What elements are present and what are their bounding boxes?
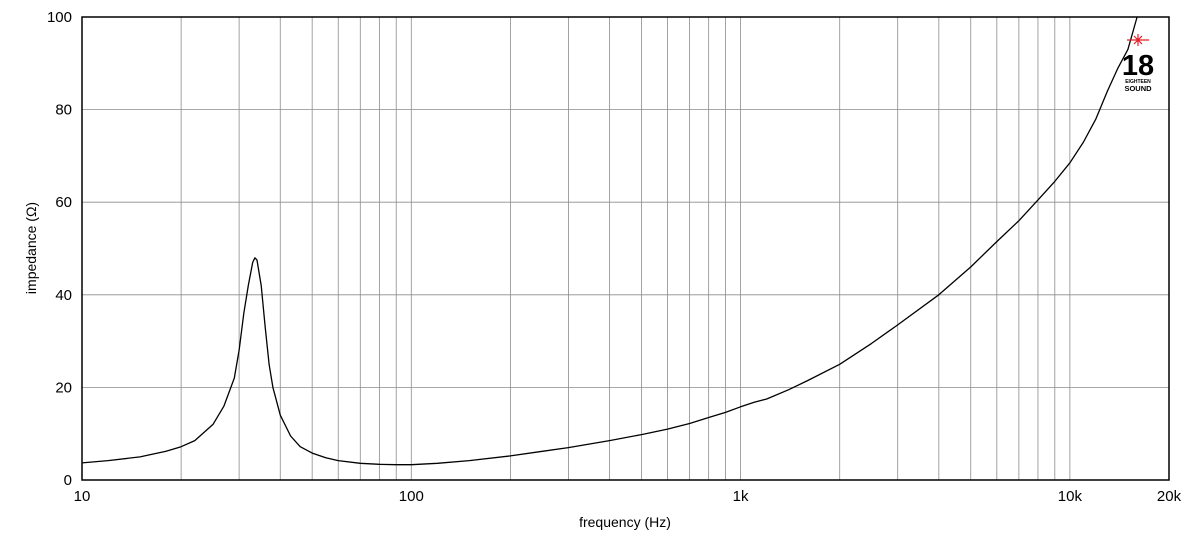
eighteen-sound-logo: 18 EIGHTEEN SOUND	[1122, 34, 1154, 93]
star-icon	[1127, 34, 1149, 46]
x-tick-label: 20k	[1157, 488, 1182, 505]
grid	[82, 17, 1169, 480]
y-tick-label: 80	[55, 102, 72, 119]
y-tick-labels: 0 20 40 60 80 100	[47, 9, 72, 489]
y-axis-label: impedance (Ω)	[23, 202, 39, 294]
y-tick-label: 60	[55, 194, 72, 211]
x-tick-label: 10k	[1058, 488, 1083, 505]
x-tick-label: 10	[74, 488, 91, 505]
x-tick-label: 100	[399, 488, 424, 505]
logo-line1: EIGHTEEN	[1125, 79, 1151, 85]
impedance-curve-layer	[81, 16, 1138, 466]
x-tick-labels: 10 100 1k 10k 20k	[74, 488, 1182, 505]
y-tick-label: 20	[55, 379, 72, 396]
y-tick-label: 100	[47, 9, 72, 26]
logo-line2: SOUND	[1124, 84, 1152, 93]
y-tick-label: 0	[64, 472, 72, 489]
logo-number: 18	[1122, 50, 1154, 82]
x-axis-label: frequency (Hz)	[579, 514, 671, 530]
plot-frame	[81, 16, 1170, 481]
x-tick-label: 1k	[733, 488, 749, 505]
y-tick-label: 40	[55, 287, 72, 304]
impedance-curve	[81, 16, 1138, 466]
